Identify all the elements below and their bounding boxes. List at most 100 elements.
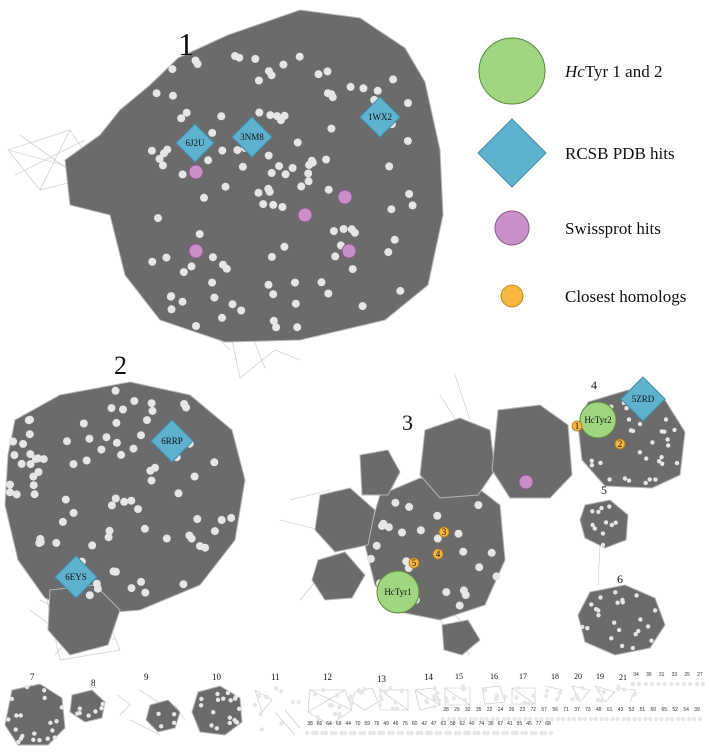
tiny-cluster-node	[425, 730, 430, 736]
sequence-node	[148, 406, 157, 415]
sequence-node	[459, 547, 468, 556]
sequence-node	[264, 151, 273, 160]
sequence-node	[137, 431, 145, 440]
tiny-cluster-label: 40	[469, 721, 475, 727]
tiny-cluster-node	[406, 730, 411, 736]
tiny-cluster-node	[434, 730, 439, 736]
homolog-5: 5	[408, 557, 420, 569]
cluster-12: 12	[307, 672, 354, 726]
tiny-cluster-label: 28	[443, 707, 449, 713]
sequence-node	[502, 694, 507, 700]
pdb-label: 6J2U	[185, 138, 205, 148]
sequence-node	[645, 624, 651, 629]
sequence-node	[162, 253, 171, 262]
sequence-node	[324, 185, 333, 194]
sequence-node	[264, 184, 273, 193]
cluster-20: 20	[570, 672, 591, 703]
tiny-cluster-node	[484, 716, 489, 722]
tiny-cluster-node	[472, 730, 477, 736]
sequence-node	[233, 696, 238, 701]
sequence-node	[147, 146, 156, 155]
sequence-node	[234, 720, 240, 725]
hc-node-HcTyr2: HcTyr2	[579, 401, 617, 439]
sequence-node	[293, 138, 302, 147]
sequence-node	[104, 533, 113, 542]
sequence-node	[190, 472, 199, 481]
sequence-node	[337, 711, 342, 717]
cluster-20-label: 20	[574, 672, 582, 681]
sequence-node	[179, 580, 188, 589]
tiny-cluster-node	[648, 716, 653, 722]
sequence-node	[93, 709, 98, 714]
sequence-node	[107, 501, 116, 510]
sequence-node	[254, 76, 263, 85]
cluster-3-sub-c	[314, 487, 376, 553]
sequence-node	[204, 156, 213, 165]
tiny-cluster-node	[495, 730, 500, 736]
sequence-node	[557, 690, 562, 695]
sequence-node	[252, 702, 258, 708]
sequence-node	[328, 93, 337, 102]
sequence-node	[607, 477, 612, 482]
sequence-node	[616, 627, 622, 633]
sequence-node	[475, 563, 484, 572]
sequence-node	[366, 554, 375, 563]
sequence-node	[652, 608, 658, 613]
sequence-node	[398, 528, 406, 537]
sequence-node	[26, 460, 35, 469]
sequence-node	[391, 498, 400, 507]
sequence-node	[442, 588, 451, 597]
sequence-node	[152, 89, 161, 98]
sequence-node	[659, 454, 664, 460]
cluster-18-label: 18	[551, 672, 559, 681]
tiny-cluster-label: 25	[684, 672, 690, 678]
tiny-cluster-node	[656, 681, 661, 687]
sequence-node	[171, 720, 177, 725]
tiny-cluster-node	[697, 716, 703, 722]
tiny-cluster-node	[314, 730, 319, 736]
sequence-node	[634, 593, 639, 598]
cluster-9-label: 9	[144, 672, 149, 682]
tiny-cluster-node	[400, 730, 405, 736]
sequence-node	[85, 434, 94, 443]
cluster-3-sub-a	[419, 417, 496, 499]
sequence-node	[437, 698, 442, 703]
swissprot-hit	[188, 243, 204, 259]
sequence-node	[6, 480, 14, 489]
sequence-node	[620, 597, 625, 603]
sequence-node	[79, 419, 88, 428]
swissprot-hit	[297, 207, 313, 223]
legend-pdb-swatch	[477, 118, 547, 188]
tiny-cluster-node	[626, 716, 631, 722]
tiny-cluster-node	[447, 730, 452, 736]
tiny-cluster-label: 45	[526, 721, 532, 727]
cluster-3-label: 3	[402, 410, 413, 435]
hc-node-HcTyr1: HcTyr1	[376, 570, 420, 614]
sequence-node	[221, 182, 230, 191]
tiny-cluster-node	[694, 681, 700, 687]
sequence-node	[432, 704, 437, 709]
sequence-node	[269, 200, 278, 209]
pdb-hit-6RRP: 6RRP	[150, 419, 194, 463]
tiny-cluster-label: 71	[563, 707, 569, 713]
sequence-node	[52, 538, 61, 547]
sequence-node	[359, 689, 365, 695]
tiny-cluster-node	[630, 681, 636, 687]
sequence-node	[86, 713, 91, 718]
sequence-node	[626, 478, 632, 483]
sequence-node	[622, 476, 628, 481]
sequence-node	[296, 700, 301, 705]
pdb-label: 6EYS	[65, 572, 87, 582]
tiny-cluster-label: 62	[460, 721, 466, 727]
tiny-cluster-node	[523, 730, 529, 736]
tiny-cluster-node	[396, 730, 401, 736]
sequence-node	[259, 200, 268, 209]
tiny-cluster-node	[428, 730, 433, 736]
sequence-node	[603, 520, 609, 525]
sequence-node	[390, 706, 395, 711]
cluster-2-nodes	[6, 386, 236, 600]
sequence-node	[389, 75, 398, 84]
sequence-node	[570, 697, 575, 702]
sequence-node	[348, 265, 357, 274]
tiny-cluster-label: 77	[536, 721, 542, 727]
